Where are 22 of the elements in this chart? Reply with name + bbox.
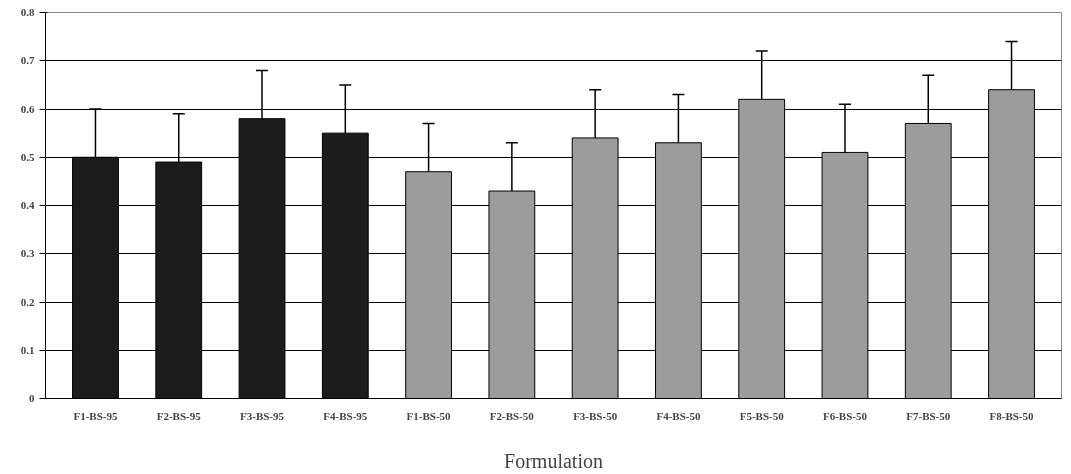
x-tick-label: F2-BS-95 xyxy=(156,409,202,422)
y-tick-label: 0.1 xyxy=(20,343,35,356)
x-tick-label: F8-BS-50 xyxy=(989,409,1035,422)
x-tick-label: F1-BS-50 xyxy=(406,409,452,422)
x-tick-label: F6-BS-50 xyxy=(822,409,868,422)
y-tick-label: 0 xyxy=(29,392,35,404)
y-tick-label: 0.7 xyxy=(20,54,35,67)
y-tick-label: 0.3 xyxy=(20,247,35,260)
x-tick-label: F3-BS-50 xyxy=(573,409,618,422)
x-tick-label: F1-BS-95 xyxy=(73,409,118,422)
y-tick-label: 0.8 xyxy=(20,6,35,18)
y-tick-label: 0.4 xyxy=(20,199,35,211)
x-tick-label: F3-BS-95 xyxy=(240,409,285,422)
x-tick-label: F4-BS-50 xyxy=(656,409,701,422)
y-tick-label: 0.2 xyxy=(20,295,35,308)
x-axis-title: Formulation xyxy=(504,449,603,472)
x-tick-label: F5-BS-50 xyxy=(739,409,785,422)
y-tick-label: 0.5 xyxy=(20,150,35,163)
x-tick-label: F7-BS-50 xyxy=(906,409,951,422)
x-tick-label: F2-BS-50 xyxy=(489,409,535,422)
y-tick-label: 0.6 xyxy=(20,102,35,115)
x-tick-label: F4-BS-95 xyxy=(323,409,368,422)
